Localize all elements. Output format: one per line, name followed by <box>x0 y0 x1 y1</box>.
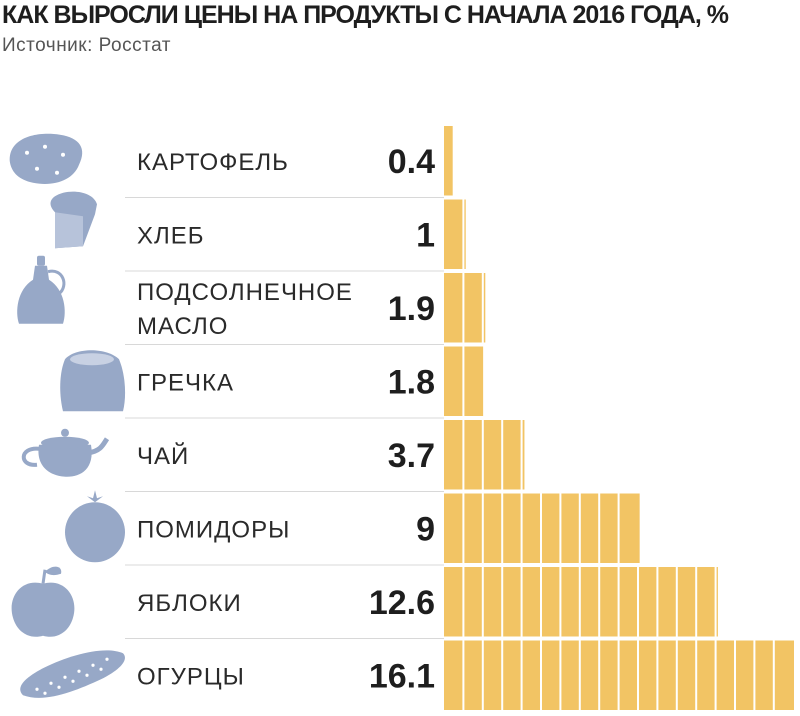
bar <box>444 273 486 343</box>
value-label: 16.1 <box>369 657 435 695</box>
category-label: ПОМИДОРЫ <box>137 516 290 543</box>
category-label: ОГУРЦЫ <box>137 663 245 690</box>
category-label: ЯБЛОКИ <box>137 590 242 617</box>
category-label: КАРТОФЕЛЬ <box>137 149 289 176</box>
bar-fill <box>444 567 718 637</box>
buckwheat-sack-icon <box>60 350 126 412</box>
bread-icon <box>50 191 97 249</box>
bar <box>444 199 466 269</box>
bar-fill <box>444 273 486 343</box>
bar <box>444 640 794 710</box>
category-label: ХЛЕБ <box>137 222 205 249</box>
category-label: ЧАЙ <box>137 442 189 470</box>
bar <box>444 567 718 637</box>
value-label: 3.7 <box>388 437 435 475</box>
bar <box>444 493 640 563</box>
value-label: 9 <box>416 510 435 548</box>
cucumber-icon <box>20 650 125 698</box>
value-label: 1 <box>416 216 435 254</box>
category-label: ПОДСОЛНЕЧНОЕ МАСЛО <box>137 279 353 340</box>
bar <box>444 420 525 490</box>
bar-fill <box>444 420 525 490</box>
bar-fill <box>444 199 466 269</box>
teapot-icon <box>21 428 110 477</box>
chart-title: КАК ВЫРОСЛИ ЦЕНЫ НА ПРОДУКТЫ С НАЧАЛА 20… <box>2 1 729 29</box>
value-label: 0.4 <box>388 143 435 181</box>
tomato-icon <box>65 490 125 563</box>
value-label: 12.6 <box>369 584 435 622</box>
apple-icon <box>11 566 75 637</box>
oil-bottle-icon <box>17 255 66 324</box>
chart-source: Источник: Росстат <box>2 35 171 56</box>
bar <box>444 346 484 416</box>
bar <box>444 126 453 196</box>
value-label: 1.9 <box>388 290 435 328</box>
potato-icon <box>9 133 83 184</box>
category-label: ГРЕЧКА <box>137 369 234 396</box>
bar-fill <box>444 126 453 196</box>
value-label: 1.8 <box>388 363 435 401</box>
